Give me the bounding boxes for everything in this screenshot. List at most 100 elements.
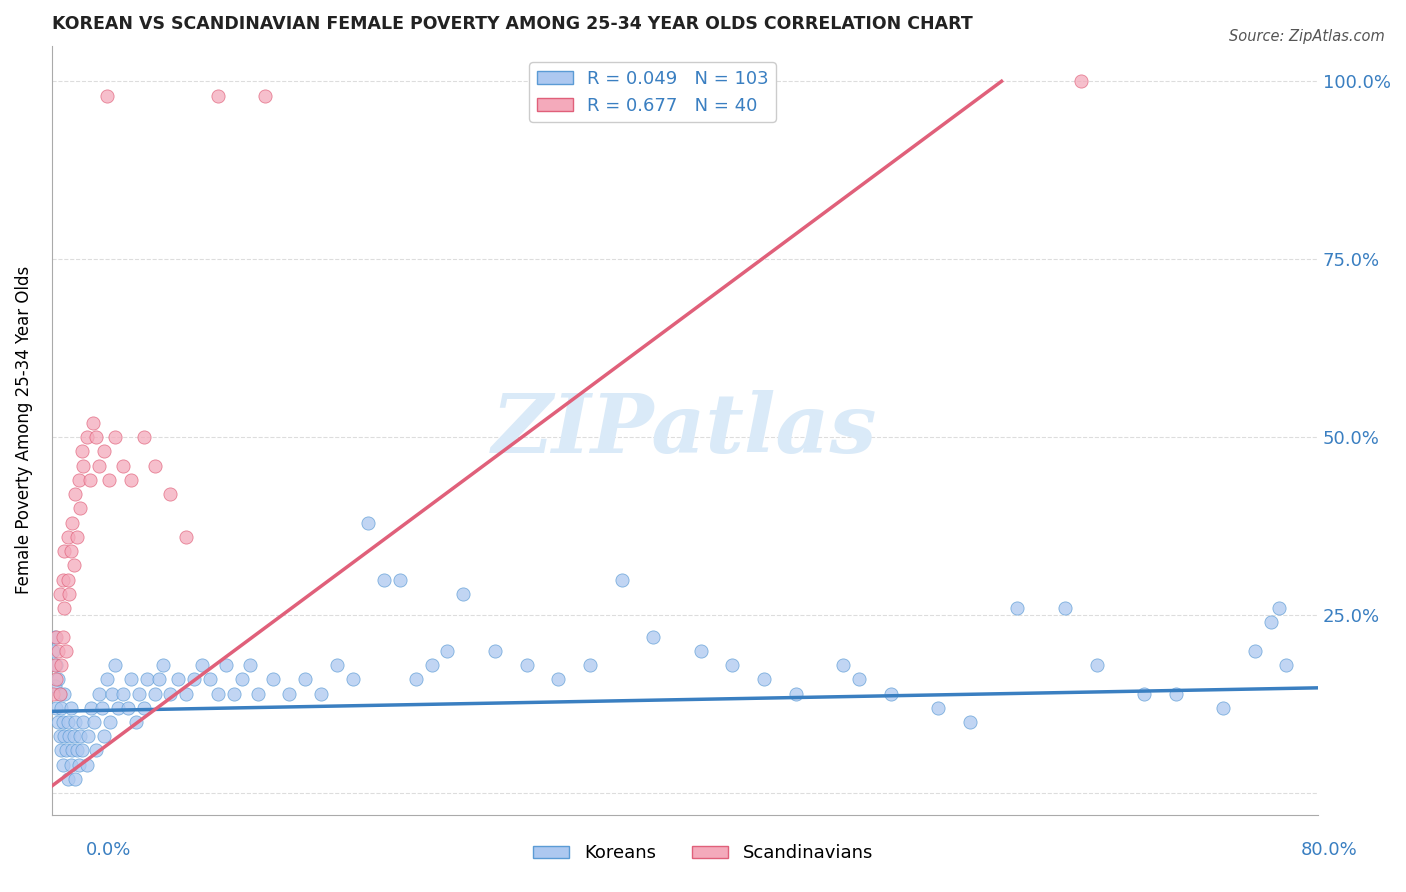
Point <box>45 673 67 687</box>
Point <box>58 587 80 601</box>
Text: ZIPatlas: ZIPatlas <box>492 390 877 470</box>
Point <box>44 658 66 673</box>
Point <box>254 88 277 103</box>
Point <box>1007 601 1029 615</box>
Point <box>1267 601 1289 615</box>
Point <box>1243 644 1265 658</box>
Point <box>63 558 86 573</box>
Legend: R = 0.049   N = 103, R = 0.677   N = 40: R = 0.049 N = 103, R = 0.677 N = 40 <box>529 62 776 122</box>
Point <box>51 743 73 757</box>
Point <box>59 544 82 558</box>
Point <box>222 687 245 701</box>
Point <box>159 487 181 501</box>
Point <box>72 458 94 473</box>
Point <box>342 673 364 687</box>
Point <box>65 487 87 501</box>
Point <box>1164 687 1187 701</box>
Point <box>167 673 190 687</box>
Point <box>880 687 903 701</box>
Point <box>46 673 69 687</box>
Point <box>58 729 80 743</box>
Point <box>848 673 870 687</box>
Point <box>721 658 744 673</box>
Point <box>207 88 229 103</box>
Point <box>51 658 73 673</box>
Point <box>98 714 121 729</box>
Point <box>48 729 70 743</box>
Point <box>1053 601 1076 615</box>
Point <box>65 772 87 786</box>
Point <box>198 673 221 687</box>
Point <box>45 630 67 644</box>
Text: KOREAN VS SCANDINAVIAN FEMALE POVERTY AMONG 25-34 YEAR OLDS CORRELATION CHART: KOREAN VS SCANDINAVIAN FEMALE POVERTY AM… <box>52 15 973 33</box>
Point <box>246 687 269 701</box>
Point <box>65 714 87 729</box>
Point <box>69 729 91 743</box>
Point <box>643 630 665 644</box>
Point <box>405 673 427 687</box>
Point <box>66 743 89 757</box>
Point <box>84 430 107 444</box>
Point <box>89 687 111 701</box>
Point <box>42 687 65 701</box>
Point <box>120 473 142 487</box>
Point <box>107 700 129 714</box>
Point <box>689 644 711 658</box>
Text: 80.0%: 80.0% <box>1301 840 1357 858</box>
Point <box>159 687 181 701</box>
Point <box>67 757 90 772</box>
Point <box>785 687 807 701</box>
Point <box>436 644 458 658</box>
Point <box>69 501 91 516</box>
Point <box>357 516 380 530</box>
Point <box>53 601 76 615</box>
Point <box>959 714 981 729</box>
Point <box>1275 658 1298 673</box>
Point <box>128 687 150 701</box>
Point <box>93 444 115 458</box>
Point <box>45 700 67 714</box>
Point <box>77 729 100 743</box>
Point <box>176 687 198 701</box>
Point <box>215 658 238 673</box>
Point <box>82 416 104 430</box>
Point <box>79 473 101 487</box>
Point <box>1133 687 1156 701</box>
Point <box>262 673 284 687</box>
Point <box>59 757 82 772</box>
Point <box>59 700 82 714</box>
Text: 0.0%: 0.0% <box>86 840 131 858</box>
Point <box>1212 700 1234 714</box>
Point <box>1260 615 1282 630</box>
Point <box>124 714 146 729</box>
Point <box>148 673 170 687</box>
Point <box>132 430 155 444</box>
Point <box>111 458 134 473</box>
Point <box>84 743 107 757</box>
Point <box>51 700 73 714</box>
Point <box>610 573 633 587</box>
Point <box>44 680 66 694</box>
Point <box>70 743 93 757</box>
Point <box>294 673 316 687</box>
Point <box>46 644 69 658</box>
Point <box>55 743 77 757</box>
Point <box>239 658 262 673</box>
Point <box>104 658 127 673</box>
Point <box>52 714 75 729</box>
Point <box>143 458 166 473</box>
Text: Source: ZipAtlas.com: Source: ZipAtlas.com <box>1229 29 1385 44</box>
Point <box>48 687 70 701</box>
Point <box>1070 74 1092 88</box>
Point <box>117 700 139 714</box>
Point <box>56 573 79 587</box>
Point <box>453 587 475 601</box>
Point <box>927 700 949 714</box>
Point <box>373 573 395 587</box>
Point <box>183 673 205 687</box>
Point <box>832 658 855 673</box>
Point <box>66 530 89 544</box>
Point <box>207 687 229 701</box>
Point <box>45 658 67 673</box>
Point <box>60 743 83 757</box>
